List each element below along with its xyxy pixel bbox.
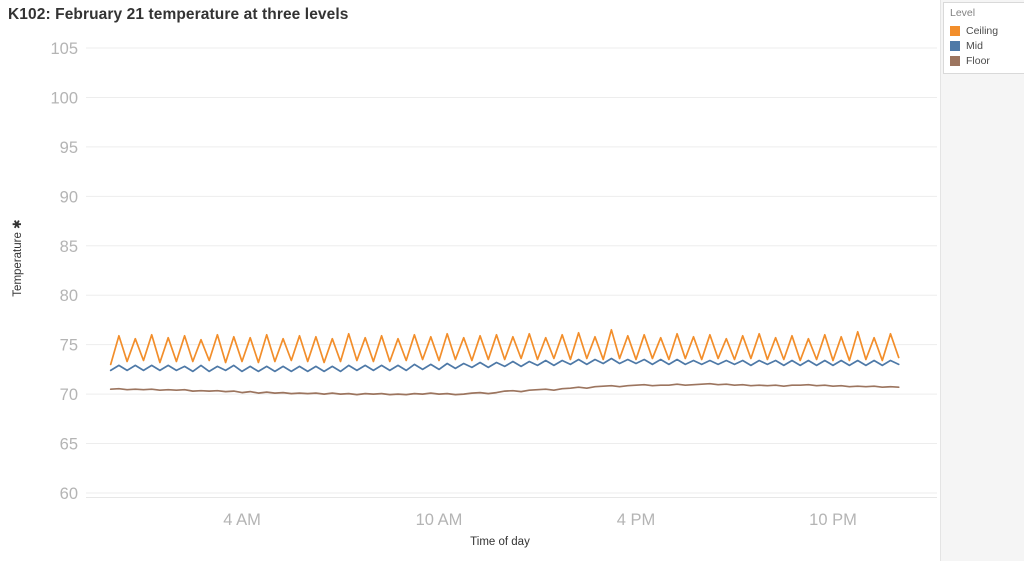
y-tick-label: 85: [60, 238, 78, 256]
legend-item-label: Ceiling: [966, 24, 999, 37]
y-tick-label: 105: [50, 40, 78, 58]
series-line-ceiling[interactable]: [109, 328, 900, 366]
mid-swatch-icon: [950, 40, 960, 51]
y-tick-label: 80: [60, 287, 78, 305]
legend-item-label: Mid: [966, 39, 983, 52]
floor-swatch-icon: [950, 55, 960, 66]
y-tick-label: 75: [60, 337, 78, 355]
y-tick-label: 90: [60, 188, 78, 206]
series-line-mid[interactable]: [109, 357, 900, 373]
x-axis-title: Time of day: [470, 536, 530, 548]
x-tick-label: 10 AM: [416, 511, 463, 529]
y-axis-title: Temperature ✱: [12, 219, 24, 297]
page-title: K102: February 21 temperature at three l…: [8, 6, 349, 23]
legend-panel: Level Ceiling Mid Floor: [940, 0, 1024, 561]
x-tick-label: 4 PM: [617, 511, 656, 529]
legend-item-label: Floor: [966, 54, 990, 67]
temperature-line-chart[interactable]: 105 100 95 90 85 80 75 70 65 60 4 AM 10 AM 4 PM 10 PM: [0, 0, 940, 561]
x-tick-label: 4 AM: [223, 511, 261, 529]
legend-item-ceiling[interactable]: Ceiling: [950, 23, 1024, 38]
legend-item-floor[interactable]: Floor: [950, 53, 1024, 68]
legend-title: Level: [950, 7, 976, 19]
legend-item-mid[interactable]: Mid: [950, 38, 1024, 53]
y-tick-label: 100: [50, 89, 78, 107]
series-line-floor[interactable]: [109, 382, 900, 396]
y-tick-label: 65: [60, 436, 78, 454]
y-tick-label: 95: [60, 139, 78, 157]
legend: Level Ceiling Mid Floor: [943, 2, 1024, 74]
y-tick-label: 60: [60, 485, 78, 503]
y-tick-label: 70: [60, 386, 78, 404]
ceiling-swatch-icon: [950, 25, 960, 36]
x-tick-label: 10 PM: [809, 511, 857, 529]
